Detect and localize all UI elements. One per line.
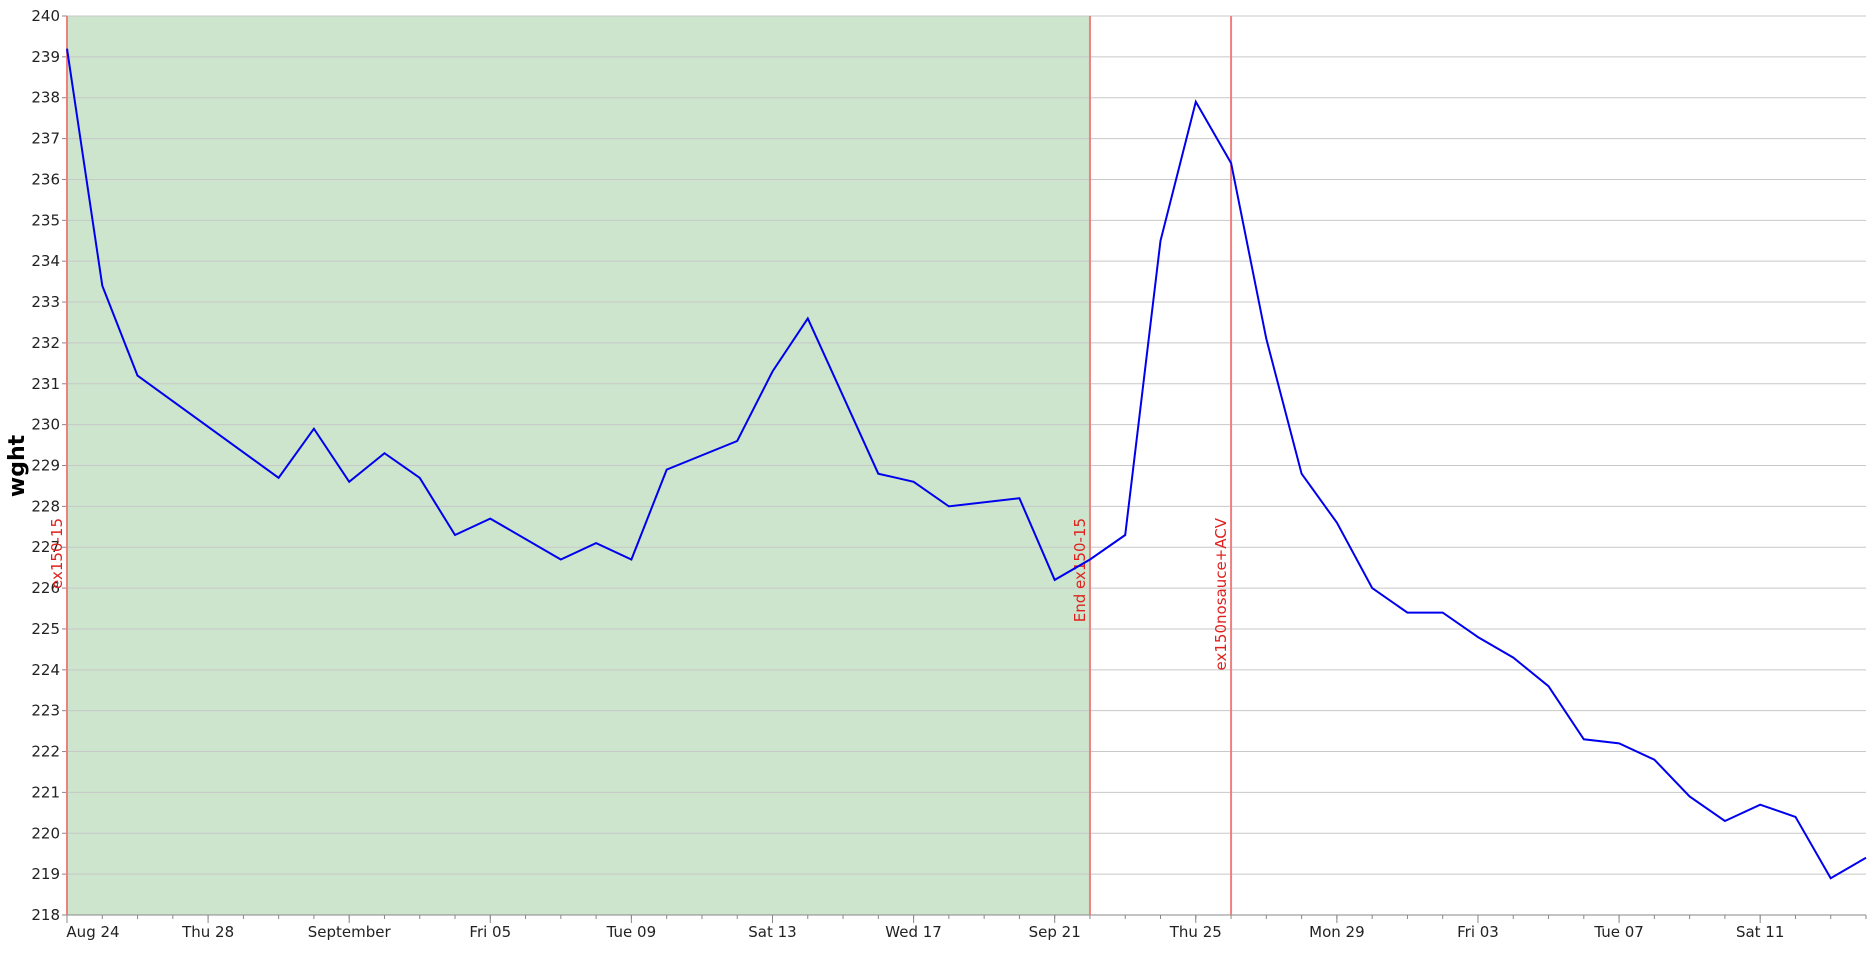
y-axis-label: wght (5, 434, 30, 497)
y-tick-label: 239 (31, 48, 60, 66)
y-tick-label: 238 (31, 89, 60, 107)
y-tick-label: 230 (31, 416, 60, 434)
x-tick-label: Sat 11 (1736, 923, 1784, 941)
y-tick-label: 222 (31, 743, 60, 761)
y-tick-label: 224 (31, 661, 60, 679)
y-tick-label: 218 (31, 906, 60, 924)
y-tick-label: 221 (31, 783, 60, 801)
y-tick-label: 220 (31, 824, 60, 842)
y-tick-label: 233 (31, 293, 60, 311)
x-tick-label: Aug 24 (66, 923, 119, 941)
y-tick-label: 226 (31, 579, 60, 597)
y-tick-label: 225 (31, 620, 60, 638)
annotation-label: ex150nosauce+ACV (1212, 517, 1230, 670)
y-tick-label: 223 (31, 702, 60, 720)
y-tick-label: 237 (31, 130, 60, 148)
y-tick-label: 229 (31, 457, 60, 475)
x-tick-label: Thu 25 (1169, 923, 1222, 941)
x-tick-label: Fri 05 (469, 923, 511, 941)
y-tick-label: 228 (31, 497, 60, 515)
y-tick-label: 234 (31, 252, 60, 270)
x-tick-label: Thu 28 (181, 923, 234, 941)
x-tick-label: Mon 29 (1309, 923, 1364, 941)
y-tick-label: 231 (31, 375, 60, 393)
x-tick-label: Sep 21 (1029, 923, 1081, 941)
x-tick-label: September (308, 923, 392, 941)
x-tick-label: Tue 09 (606, 923, 656, 941)
y-tick-label: 235 (31, 211, 60, 229)
annotation-label: End ex150-15 (1071, 518, 1089, 622)
y-tick-label: 236 (31, 170, 60, 188)
x-tick-label: Wed 17 (885, 923, 942, 941)
x-tick-label: Tue 07 (1593, 923, 1643, 941)
x-tick-label: Fri 03 (1457, 923, 1499, 941)
y-tick-label: 219 (31, 865, 60, 883)
y-tick-label: 227 (31, 538, 60, 556)
data-line (66, 48, 1867, 880)
x-tick-label: Sat 13 (748, 923, 796, 941)
annotation-label: ex150-15 (48, 518, 66, 589)
y-tick-label: 240 (31, 7, 60, 25)
y-tick-label: 232 (31, 334, 60, 352)
